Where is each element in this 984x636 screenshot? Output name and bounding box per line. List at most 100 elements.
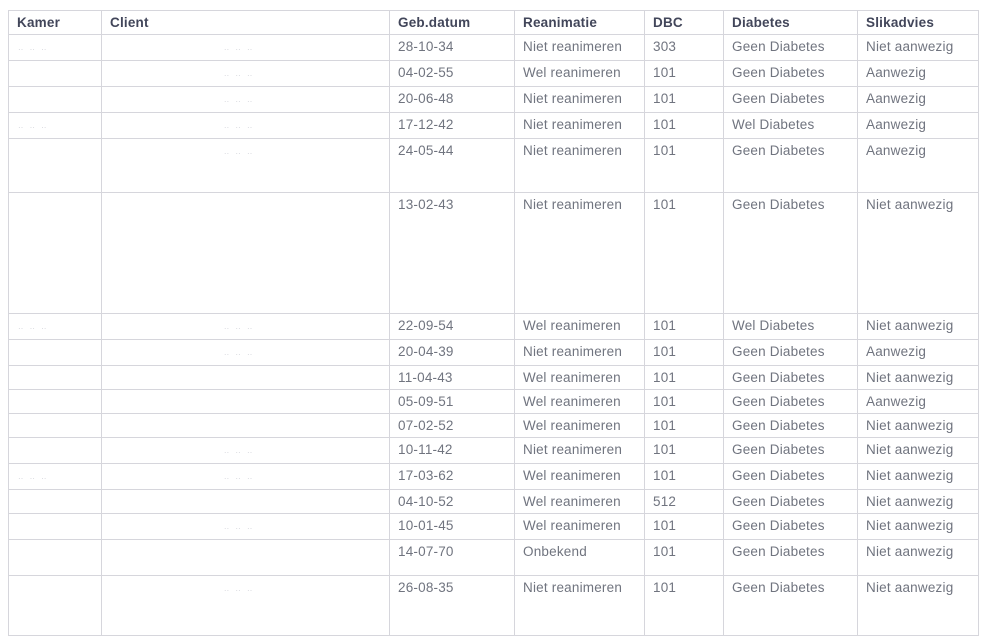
cell-diabetes: Geen Diabetes xyxy=(723,86,858,113)
cell-slikadvies: Niet aanwezig xyxy=(857,489,979,514)
redacted-text-remnant: ‥ ‥ ‥ xyxy=(223,350,255,357)
cell-reanimatie: Wel reanimeren xyxy=(514,365,645,390)
table-row[interactable]: ‥ ‥ ‥ 10-01-45 Wel reanimeren 101 Geen Diabe… xyxy=(8,513,979,540)
cell-geb-datum: 20-06-48 xyxy=(389,86,515,113)
cell-diabetes: Wel Diabetes xyxy=(723,112,858,139)
redacted-text-remnant: ‥ ‥ ‥ xyxy=(18,474,49,481)
table-row[interactable]: ‥ ‥ ‥ 24-05-44 Niet reanimeren 101 Geen Diab… xyxy=(8,138,979,193)
cell-geb-datum: 04-02-55 xyxy=(389,60,515,87)
cell-geb-datum: 20-04-39 xyxy=(389,339,515,366)
redacted-text-remnant: ‥ ‥ ‥ xyxy=(18,45,49,52)
cell-dbc: 101 xyxy=(644,112,724,139)
cell-diabetes: Geen Diabetes xyxy=(723,138,858,193)
table-row[interactable]: 07-02-52 Wel reanimeren 101 Geen Diabetes Ni… xyxy=(8,413,979,438)
cell-dbc: 101 xyxy=(644,437,724,464)
cell-reanimatie: Wel reanimeren xyxy=(514,389,645,414)
table-row[interactable]: ‥ ‥ ‥ ‥ ‥ ‥ 17-12-42 Niet reanimeren 101 Wel … xyxy=(8,112,979,139)
cell-reanimatie: Onbekend xyxy=(514,539,645,576)
cell-reanimatie: Niet reanimeren xyxy=(514,34,645,61)
redacted-text-remnant: ‥ ‥ ‥ xyxy=(223,324,255,331)
cell-client: ‥ ‥ ‥ xyxy=(101,60,390,87)
cell-client xyxy=(101,192,390,314)
cell-client xyxy=(101,365,390,390)
cell-geb-datum: 26-08-35 xyxy=(389,575,515,636)
column-header-client: Client xyxy=(101,10,390,35)
cell-kamer: ‥ ‥ ‥ xyxy=(8,313,102,340)
cell-reanimatie: Wel reanimeren xyxy=(514,513,645,540)
redacted-text-remnant: ‥ ‥ ‥ xyxy=(223,586,255,593)
column-header-reanimatie: Reanimatie xyxy=(514,10,645,35)
cell-geb-datum: 17-12-42 xyxy=(389,112,515,139)
cell-kamer xyxy=(8,413,102,438)
cell-geb-datum: 07-02-52 xyxy=(389,413,515,438)
cell-dbc: 101 xyxy=(644,138,724,193)
cell-client xyxy=(101,389,390,414)
table-row[interactable]: 11-04-43 Wel reanimeren 101 Geen Diabetes Ni… xyxy=(8,365,979,390)
cell-slikadvies: Niet aanwezig xyxy=(857,575,979,636)
table-row[interactable]: ‥ ‥ ‥ ‥ ‥ ‥ 17-03-62 Wel reanimeren 101 Geen … xyxy=(8,463,979,490)
cell-client: ‥ ‥ ‥ xyxy=(101,313,390,340)
header-row: Kamer Client Geb.datum Reanimatie DBC Di… xyxy=(8,10,979,35)
cell-diabetes: Geen Diabetes xyxy=(723,437,858,464)
cell-kamer xyxy=(8,539,102,576)
cell-client: ‥ ‥ ‥ xyxy=(101,339,390,366)
redacted-text-remnant: ‥ ‥ ‥ xyxy=(223,123,255,130)
cell-reanimatie: Niet reanimeren xyxy=(514,339,645,366)
cell-client: ‥ ‥ ‥ xyxy=(101,112,390,139)
cell-client: ‥ ‥ ‥ xyxy=(101,86,390,113)
cell-reanimatie: Niet reanimeren xyxy=(514,86,645,113)
cell-slikadvies: Niet aanwezig xyxy=(857,313,979,340)
cell-diabetes: Geen Diabetes xyxy=(723,413,858,438)
cell-geb-datum: 22-09-54 xyxy=(389,313,515,340)
cell-geb-datum: 24-05-44 xyxy=(389,138,515,193)
clients-table-container: Kamer Client Geb.datum Reanimatie DBC Di… xyxy=(8,10,979,636)
table-row[interactable]: ‥ ‥ ‥ 20-06-48 Niet reanimeren 101 Geen Diab… xyxy=(8,86,979,113)
cell-diabetes: Geen Diabetes xyxy=(723,539,858,576)
cell-slikadvies: Aanwezig xyxy=(857,86,979,113)
cell-kamer xyxy=(8,192,102,314)
redacted-text-remnant: ‥ ‥ ‥ xyxy=(18,324,49,331)
cell-slikadvies: Niet aanwezig xyxy=(857,513,979,540)
table-row[interactable]: ‥ ‥ ‥ 20-04-39 Niet reanimeren 101 Geen Diab… xyxy=(8,339,979,366)
table-body: ‥ ‥ ‥ ‥ ‥ ‥ 28-10-34 Niet reanimeren 303 Geen… xyxy=(8,34,979,636)
redacted-text-remnant: ‥ ‥ ‥ xyxy=(223,524,255,531)
table-row[interactable]: ‥ ‥ ‥ ‥ ‥ ‥ 28-10-34 Niet reanimeren 303 Geen… xyxy=(8,34,979,61)
column-header-kamer: Kamer xyxy=(8,10,102,35)
cell-slikadvies: Aanwezig xyxy=(857,60,979,87)
clients-table: Kamer Client Geb.datum Reanimatie DBC Di… xyxy=(8,10,979,636)
cell-slikadvies: Niet aanwezig xyxy=(857,413,979,438)
cell-geb-datum: 04-10-52 xyxy=(389,489,515,514)
table-row[interactable]: ‥ ‥ ‥ 04-02-55 Wel reanimeren 101 Geen Diabe… xyxy=(8,60,979,87)
cell-kamer xyxy=(8,389,102,414)
redacted-text-remnant: ‥ ‥ ‥ xyxy=(223,71,255,78)
cell-kamer: ‥ ‥ ‥ xyxy=(8,112,102,139)
cell-kamer xyxy=(8,513,102,540)
table-row[interactable]: ‥ ‥ ‥ 26-08-35 Niet reanimeren 101 Geen Diab… xyxy=(8,575,979,636)
cell-geb-datum: 11-04-43 xyxy=(389,365,515,390)
table-row[interactable]: 04-10-52 Wel reanimeren 512 Geen Diabetes Ni… xyxy=(8,489,979,514)
cell-slikadvies: Niet aanwezig xyxy=(857,365,979,390)
cell-slikadvies: Niet aanwezig xyxy=(857,539,979,576)
cell-slikadvies: Aanwezig xyxy=(857,138,979,193)
table-row[interactable]: ‥ ‥ ‥ ‥ ‥ ‥ 22-09-54 Wel reanimeren 101 Wel D… xyxy=(8,313,979,340)
table-row[interactable]: 14-07-70 Onbekend 101 Geen Diabetes Niet aan… xyxy=(8,539,979,576)
cell-client: ‥ ‥ ‥ xyxy=(101,34,390,61)
cell-geb-datum: 28-10-34 xyxy=(389,34,515,61)
cell-slikadvies: Niet aanwezig xyxy=(857,463,979,490)
cell-diabetes: Geen Diabetes xyxy=(723,365,858,390)
redacted-text-remnant: ‥ ‥ ‥ xyxy=(223,448,255,455)
table-row[interactable]: ‥ ‥ ‥ 10-11-42 Niet reanimeren 101 Geen Diab… xyxy=(8,437,979,464)
cell-reanimatie: Wel reanimeren xyxy=(514,60,645,87)
table-row[interactable]: 05-09-51 Wel reanimeren 101 Geen Diabetes Aa… xyxy=(8,389,979,414)
cell-reanimatie: Niet reanimeren xyxy=(514,112,645,139)
cell-dbc: 101 xyxy=(644,513,724,540)
cell-client: ‥ ‥ ‥ xyxy=(101,575,390,636)
cell-reanimatie: Wel reanimeren xyxy=(514,489,645,514)
cell-diabetes: Geen Diabetes xyxy=(723,489,858,514)
cell-diabetes: Geen Diabetes xyxy=(723,389,858,414)
table-row[interactable]: 13-02-43 Niet reanimeren 101 Geen Diabetes N… xyxy=(8,192,979,314)
cell-kamer xyxy=(8,489,102,514)
redacted-text-remnant: ‥ ‥ ‥ xyxy=(18,123,49,130)
column-header-diabetes: Diabetes xyxy=(723,10,858,35)
cell-dbc: 101 xyxy=(644,389,724,414)
